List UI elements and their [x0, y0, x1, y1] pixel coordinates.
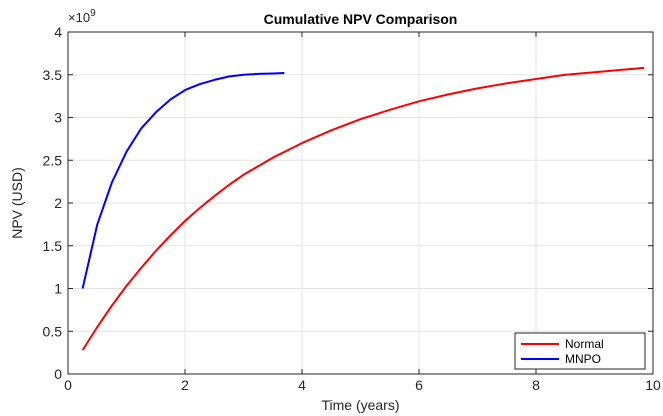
axis-ticks: 0 2 4 6 8 10 0 0.5 1 1.5 2 2.5 3 3.5 4	[43, 24, 661, 393]
y-exponent-base: ×10	[68, 10, 90, 25]
y-axis-exponent: ×109	[68, 8, 96, 25]
y-exponent-power: 9	[90, 8, 96, 19]
y-tick-label: 0.5	[43, 323, 63, 339]
y-tick-label: 4	[54, 24, 62, 40]
x-tick-label: 2	[181, 377, 189, 393]
x-tick-label: 8	[532, 377, 540, 393]
y-tick-label: 3.5	[43, 67, 63, 83]
x-tick-label: 4	[298, 377, 306, 393]
series-line-normal	[81, 66, 645, 351]
series-line-mnpo	[81, 72, 285, 289]
y-tick-label: 0	[54, 366, 62, 382]
data-series	[81, 66, 645, 351]
chart-title: Cumulative NPV Comparison	[264, 11, 458, 27]
y-tick-label: 3	[54, 110, 62, 126]
y-axis-label: NPV (USD)	[9, 167, 25, 239]
x-tick-label: 10	[645, 377, 661, 393]
y-tick-label: 1	[54, 281, 62, 297]
x-tick-label: 0	[64, 377, 72, 393]
y-tick-label: 2	[54, 195, 62, 211]
y-tick-label: 2.5	[43, 152, 63, 168]
legend-box	[514, 332, 646, 370]
legend-label-mnpo: MNPO	[565, 352, 601, 366]
x-tick-label: 6	[415, 377, 423, 393]
legend-label-normal: Normal	[565, 337, 604, 351]
y-tick-label: 1.5	[43, 238, 63, 254]
x-axis-label: Time (years)	[321, 397, 399, 413]
